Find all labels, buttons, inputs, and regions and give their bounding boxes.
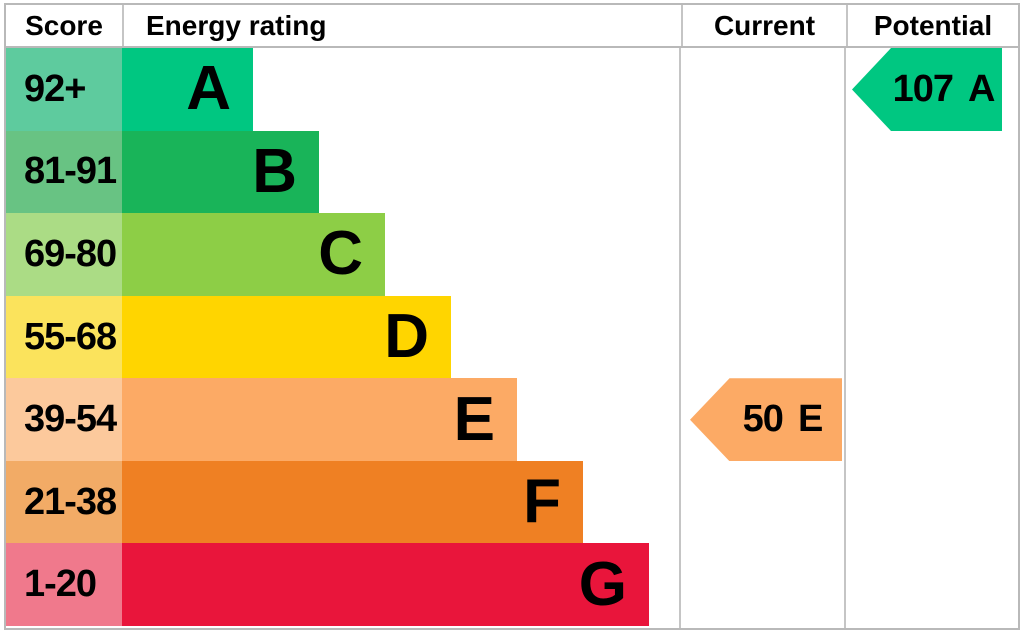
- header-energy-rating: Energy rating: [122, 5, 681, 46]
- potential-rating-letter: A: [967, 68, 996, 110]
- current-rating-arrow: 50 E: [690, 378, 842, 462]
- band-bar: B: [122, 130, 319, 214]
- band-row: 81-91 B: [6, 130, 679, 214]
- band-score-cell: 92+: [6, 48, 122, 131]
- current-rating-letter: E: [797, 398, 824, 441]
- band-row: 1-20 G: [6, 543, 679, 627]
- potential-rating-value: 107: [892, 68, 954, 110]
- band-bar: F: [122, 460, 583, 544]
- epc-rating-chart: Score Energy rating Current Potential 92…: [4, 3, 1020, 630]
- band-score-cell: 39-54: [6, 378, 122, 461]
- band-row: 55-68 D: [6, 295, 679, 379]
- band-score-cell: 81-91: [6, 130, 122, 214]
- band-score-cell: 1-20: [6, 543, 122, 627]
- band-score-cell: 21-38: [6, 460, 122, 544]
- current-column-divider: [679, 48, 681, 628]
- header-potential: Potential: [846, 5, 1018, 46]
- chart-header-row: Score Energy rating Current Potential: [6, 5, 1018, 48]
- potential-rating-arrow: 107 A: [852, 48, 1002, 131]
- band-bar: D: [122, 295, 451, 379]
- band-bar: A: [122, 48, 253, 131]
- band-score-cell: 55-68: [6, 295, 122, 379]
- header-score: Score: [25, 9, 103, 41]
- header-current: Current: [681, 5, 846, 46]
- band-score-cell: 69-80: [6, 213, 122, 296]
- band-row: 21-38 F: [6, 460, 679, 544]
- band-row: 39-54 E: [6, 378, 679, 461]
- current-rating-value: 50: [742, 398, 784, 441]
- band-bar: G: [122, 543, 649, 627]
- band-bar: E: [122, 378, 517, 461]
- band-bar: C: [122, 213, 385, 296]
- band-row: 69-80 C: [6, 213, 679, 296]
- potential-column-divider: [844, 48, 846, 628]
- chart-body: 92+ A 81-91 B 69-80 C 55-68 D 39-54 E 21…: [6, 48, 1018, 628]
- band-rows: 92+ A 81-91 B 69-80 C 55-68 D 39-54 E 21…: [6, 48, 679, 627]
- band-row: 92+ A: [6, 48, 679, 131]
